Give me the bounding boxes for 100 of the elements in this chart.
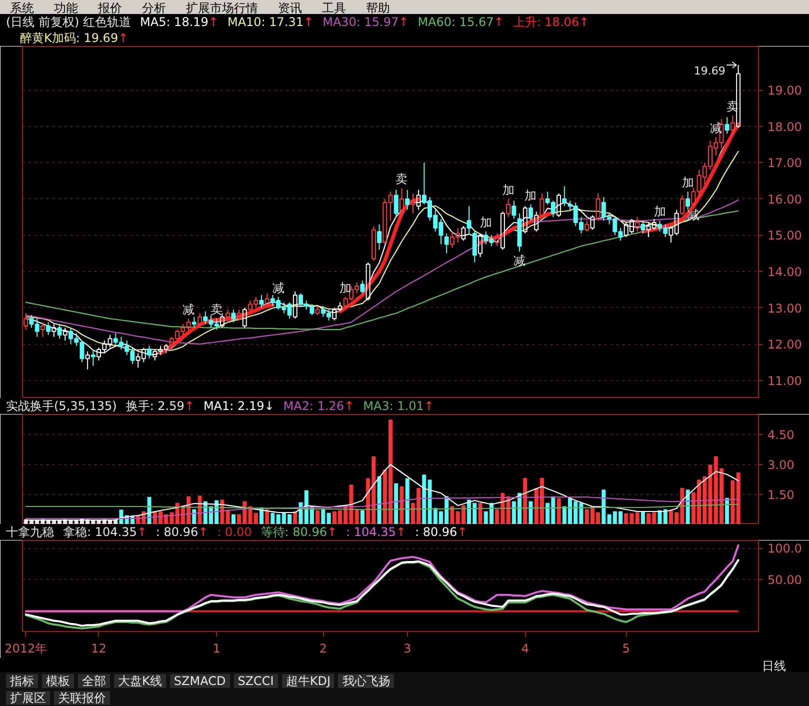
text: 超牛KDJ (282, 674, 334, 688)
y-tick-label: 3.00 (768, 458, 794, 472)
text: 换手: 2.59↑ (126, 399, 194, 413)
text: 系统 (10, 1, 34, 15)
x-tick-label: 3 (404, 642, 412, 656)
text: SZCCI (234, 674, 278, 688)
bar (478, 502, 482, 524)
text: 卖 (210, 302, 223, 317)
candlestick (517, 212, 522, 252)
text: 加 (502, 182, 514, 197)
x-tick-label: 2012年 (4, 642, 48, 656)
x-tick-label: 12 (91, 642, 106, 656)
text: 工具 (322, 1, 346, 15)
y-tick-label: 12.00 (768, 338, 802, 352)
x-tick-label: 4 (521, 642, 529, 656)
y-tick-label: 19.00 (768, 84, 802, 98)
text: 我心飞扬 (338, 674, 394, 688)
bar (640, 511, 645, 524)
bar (265, 509, 270, 524)
text: 减 (272, 280, 284, 295)
text: : 80.96↑ (156, 525, 208, 539)
text: 扩展市场行情 (186, 1, 258, 15)
candlestick (405, 189, 410, 210)
text: 大盘K线 (114, 674, 166, 688)
bar (293, 511, 298, 524)
text: 等待: 80.96↑ (260, 525, 338, 539)
chart-title: (日线 前复权) 红色轨道 (6, 15, 131, 29)
text: 加 (480, 216, 492, 230)
chart-subtitle: 醉黄K加码: 19.69↑ (20, 31, 128, 45)
text: MA2: 1.26↑ (283, 399, 354, 413)
text: 减 (514, 254, 526, 268)
x-tick-label: 1 (212, 642, 220, 656)
text: 加 (682, 176, 694, 190)
text: 卖 (396, 172, 408, 186)
y-tick-label: 13.00 (768, 301, 802, 316)
line-series (25, 464, 739, 521)
text: MA60: 15.67↑ (418, 15, 504, 29)
y-tick-label: 100.0 (768, 542, 802, 556)
x-tick-label: 2 (319, 642, 328, 656)
line-series (24, 544, 740, 612)
text: MA1: 2.19↓ (203, 399, 274, 413)
text: MA5: 18.19↑ (140, 15, 218, 29)
y-tick-label: 50.00 (768, 573, 802, 588)
y-tick-label: 17.00 (768, 156, 802, 170)
text: MA30: 15.97↑ (322, 15, 409, 29)
chart-title: 十拿九稳 (6, 525, 54, 539)
candlestick (416, 189, 421, 210)
ref-line-label: : 0.00 (217, 525, 252, 539)
text: 减 (182, 302, 195, 317)
text: 加 (340, 280, 352, 295)
text: 加 (524, 188, 537, 202)
candlestick (686, 191, 690, 210)
candlestick (466, 206, 472, 234)
text: MA10: 17.31↑ (227, 15, 314, 29)
text: 扩展区 (6, 691, 50, 705)
candlestick (512, 200, 516, 220)
y-tick-label: 15.00 (768, 228, 802, 243)
text: 全部 (78, 674, 110, 688)
text: 关联报价 (54, 691, 110, 705)
y-tick-label: 18.00 (768, 120, 802, 134)
y-tick-label: 4.50 (768, 428, 794, 442)
bar (528, 501, 533, 524)
bar (316, 510, 320, 524)
text: 资讯 (278, 1, 302, 15)
candlestick (259, 294, 264, 308)
text: 加 (654, 204, 666, 219)
bar (400, 486, 404, 524)
series-label: : 104.35↑ (346, 525, 406, 539)
text: 指标 (6, 674, 38, 688)
bar (377, 476, 382, 524)
candlestick (730, 114, 735, 136)
candlestick (410, 192, 416, 214)
y-tick-label: 16.00 (768, 192, 802, 206)
y-tick-label: 1.50 (768, 488, 794, 502)
text: SZMACD (170, 674, 230, 688)
bar (192, 509, 196, 524)
bar (360, 510, 364, 524)
candlestick (62, 327, 68, 341)
text: 模板 (42, 674, 74, 688)
text: MA3: 1.01↑ (363, 399, 434, 413)
text: 分析 (142, 1, 166, 15)
line-series (25, 496, 739, 520)
text: 帮助 (366, 1, 390, 15)
series-label: : 80.96↑ (414, 525, 468, 539)
text: 19.69 (694, 64, 726, 78)
text: 上升: 18.06↑ (512, 15, 590, 29)
bar (231, 514, 236, 524)
bar (523, 478, 528, 524)
bar (556, 498, 561, 524)
chart-title: 实战换手(5,35,135) (6, 399, 117, 413)
x-axis-title: 日线 (761, 659, 786, 673)
y-tick-label: 11.00 (768, 374, 802, 388)
text: 拿稳: 104.35↑ (63, 525, 147, 539)
x-tick-label: 5 (622, 642, 630, 656)
text: 报价 (98, 1, 122, 15)
candlestick (90, 349, 96, 366)
candlestick (377, 224, 382, 250)
bar (394, 483, 398, 524)
y-tick-label: 14.00 (768, 264, 802, 279)
bar (405, 478, 410, 524)
